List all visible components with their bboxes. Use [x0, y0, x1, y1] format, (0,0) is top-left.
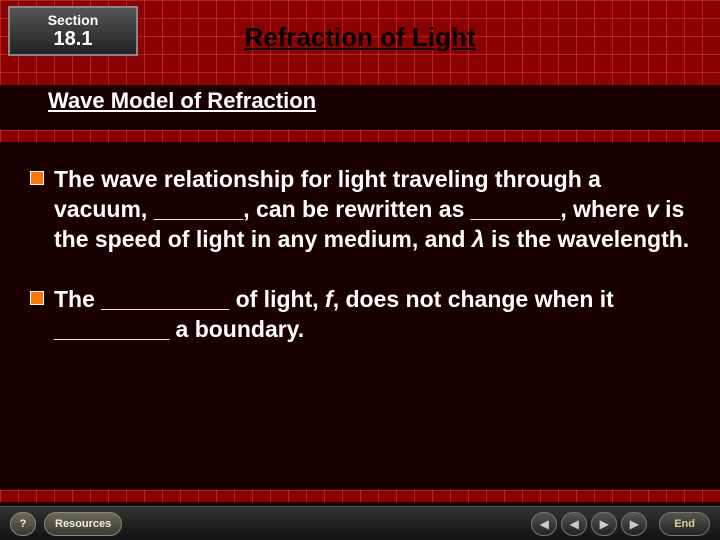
bullet-item: The __________ of light, f, does not cha… [30, 285, 700, 345]
content-area: The wave relationship for light travelin… [30, 165, 700, 374]
bullet-text: The wave relationship for light travelin… [54, 165, 700, 255]
divider-strip-2 [0, 490, 720, 502]
page-title: Refraction of Light [244, 22, 475, 53]
next-section-button[interactable]: ▶ [621, 512, 647, 536]
bullet-item: The wave relationship for light travelin… [30, 165, 700, 255]
bullet-icon [30, 171, 44, 185]
bullet-text: The __________ of light, f, does not cha… [54, 285, 700, 345]
bullet-icon [30, 291, 44, 305]
resources-button[interactable]: Resources [44, 512, 122, 536]
section-box: Section 18.1 [8, 6, 138, 56]
slide: Section 18.1 Refraction of Light Wave Mo… [0, 0, 720, 540]
divider-strip-1 [0, 130, 720, 142]
section-number: 18.1 [54, 28, 93, 51]
section-label: Section [48, 12, 99, 28]
end-button[interactable]: End [659, 512, 710, 536]
bottom-bar: ? Resources ◀ ◀ ▶ ▶ End [0, 506, 720, 540]
next-button[interactable]: ▶ [591, 512, 617, 536]
prev-button[interactable]: ◀ [561, 512, 587, 536]
subtitle: Wave Model of Refraction [48, 88, 316, 114]
prev-section-button[interactable]: ◀ [531, 512, 557, 536]
help-button[interactable]: ? [10, 512, 36, 536]
